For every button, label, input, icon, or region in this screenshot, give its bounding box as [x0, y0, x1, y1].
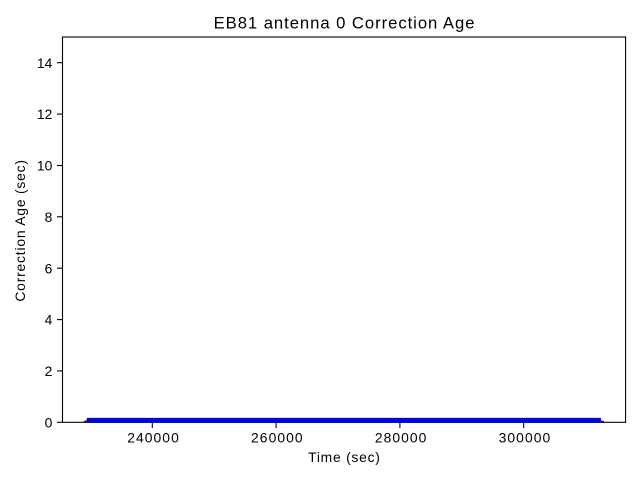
svg-text:10: 10 — [37, 158, 53, 174]
svg-text:300000: 300000 — [499, 429, 552, 445]
svg-text:260000: 260000 — [251, 429, 304, 445]
svg-text:2: 2 — [45, 363, 53, 379]
svg-text:12: 12 — [37, 106, 53, 122]
svg-text:280000: 280000 — [375, 429, 428, 445]
svg-text:8: 8 — [45, 209, 53, 225]
svg-text:14: 14 — [37, 55, 53, 71]
svg-text:Time (sec): Time (sec) — [308, 449, 381, 465]
svg-text:Correction Age (sec): Correction Age (sec) — [12, 159, 28, 301]
svg-text:6: 6 — [45, 260, 53, 276]
svg-text:240000: 240000 — [127, 429, 180, 445]
svg-text:0: 0 — [45, 414, 53, 430]
svg-text:EB81 antenna 0 Correction Age: EB81 antenna 0 Correction Age — [214, 14, 476, 33]
svg-text:4: 4 — [45, 312, 53, 328]
